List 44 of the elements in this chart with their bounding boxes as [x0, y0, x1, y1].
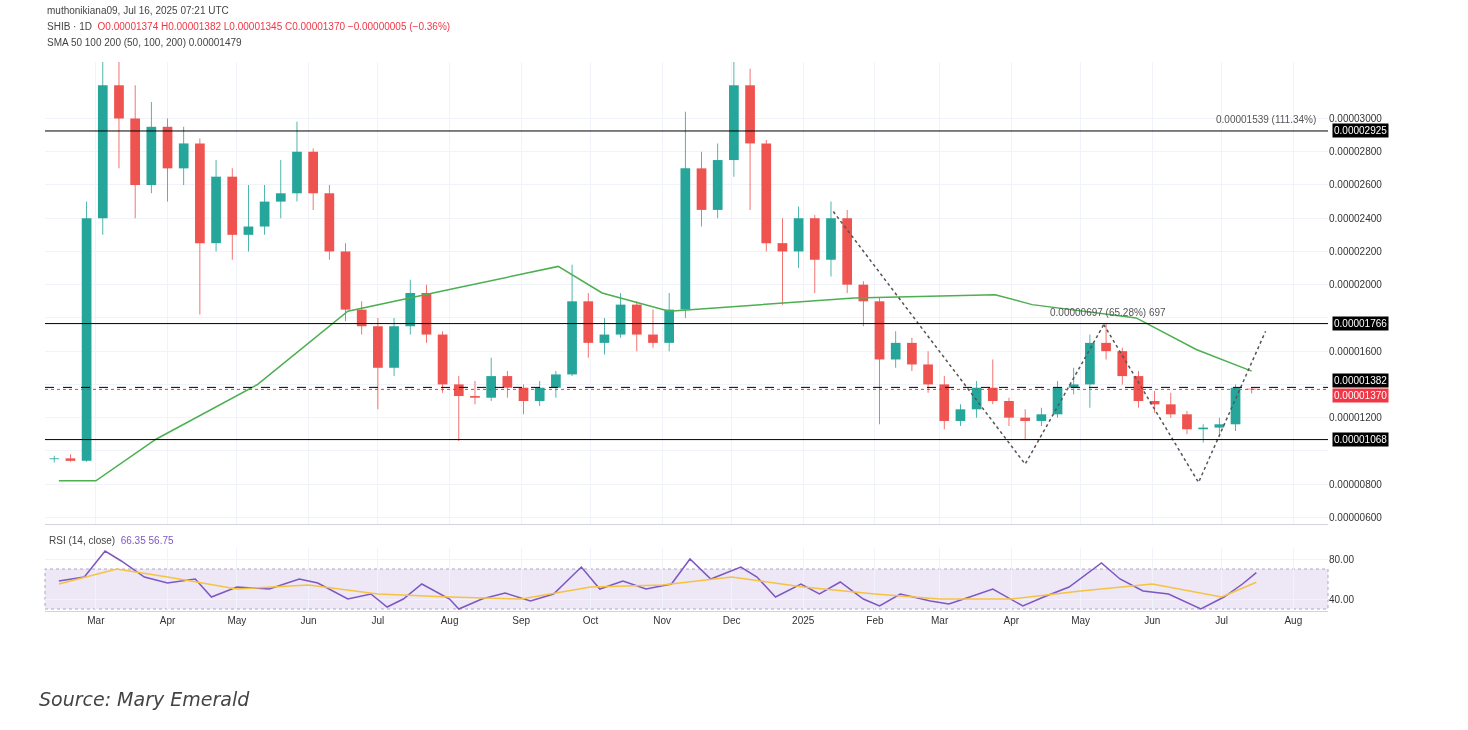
ref-line-label: 0.00001068 [1334, 434, 1388, 445]
x-tick-label: 2025 [792, 615, 815, 626]
annotation: 0.00000697 (65.28%) 697 [1050, 307, 1167, 318]
ref-line-label: 0.00002925 [1334, 125, 1388, 136]
x-tick-label: Apr [159, 615, 176, 626]
chart-title: RSI (14, close) [49, 535, 116, 546]
x-tick-label: Aug [1284, 615, 1303, 626]
x-tick-label: Feb [866, 615, 884, 626]
y-tick-label: 0.00002600 [1329, 179, 1383, 191]
chart-title: SHIB · 1D [47, 21, 93, 32]
ref-line-label: 0.00001382 [1334, 375, 1388, 386]
text: muthonikiana09, Jul 16, 2025 07:21 UTC [47, 5, 229, 16]
y-tick-label: 0.00001600 [1329, 345, 1383, 357]
chart-subtitle: O0.00001374 H0.00001382 L0.00001345 C0.00001370 −0.00000005 (−0.36%) [97, 21, 451, 32]
ref-line-label: 0.00001370 [1334, 390, 1388, 401]
source-note: Source: Mary Emerald [39, 688, 251, 710]
x-tick-label: Apr [1003, 615, 1020, 626]
y-tick-label: 0.00002400 [1329, 212, 1383, 224]
x-tick-label: Jul [1215, 615, 1229, 626]
y-tick-label: 0.00000600 [1329, 511, 1383, 523]
x-tick-label: Aug [440, 615, 459, 626]
x-tick-label: Dec [722, 615, 741, 626]
x-tick-label: Mar [931, 615, 949, 626]
x-tick-label: Jul [371, 615, 385, 626]
y-tick-label: 0.00002200 [1329, 245, 1383, 257]
y-tick-label: 0.00002000 [1329, 279, 1383, 291]
annotation: 0.00001539 (111.34%) [1216, 114, 1317, 125]
text: 66.35 56.75 [120, 535, 174, 546]
x-tick-label: Nov [653, 615, 672, 626]
x-tick-label: Sep [512, 615, 531, 626]
y-tick-label: 0.00000800 [1329, 478, 1383, 490]
x-tick-label: Oct [582, 615, 599, 626]
text: SMA 50 100 200 (50, 100, 200) 0.00001479 [47, 37, 243, 48]
y-tick-label: 0.00003000 [1329, 113, 1383, 124]
y-tick-label: 0.00001200 [1329, 412, 1383, 424]
x-tick-label: May [1071, 615, 1091, 626]
y-tick-label: 0.00002800 [1329, 146, 1383, 158]
x-tick-label: Mar [87, 615, 106, 626]
x-tick-label: Jun [300, 615, 317, 626]
y-tick-label: 40.00 [1329, 593, 1355, 605]
x-tick-label: May [227, 615, 247, 626]
y-tick-label: 80.00 [1329, 553, 1355, 565]
ref-line-label: 0.00001766 [1334, 318, 1388, 329]
x-tick-label: Jun [1144, 615, 1161, 626]
